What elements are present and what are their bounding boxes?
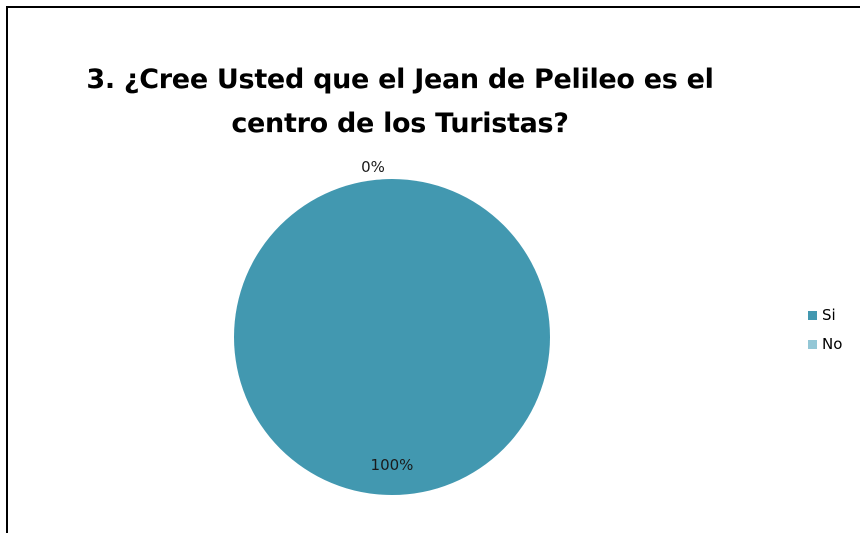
chart-title: 3. ¿Cree Usted que el Jean de Pelileo es… (40, 58, 760, 146)
legend-item-si: Si (808, 305, 842, 325)
chart-title-line-2: centro de los Turistas? (231, 108, 569, 139)
legend-swatch-si (808, 310, 817, 320)
pie-slice-si (234, 179, 550, 495)
legend-label-no: No (822, 335, 843, 353)
chart-legend: Si No (808, 305, 842, 363)
legend-label-si: Si (822, 306, 836, 324)
chart-title-line-1: 3. ¿Cree Usted que el Jean de Pelileo es… (86, 64, 714, 95)
data-label-no: 0% (361, 158, 385, 176)
data-label-si: 100% (371, 456, 414, 474)
legend-item-no: No (808, 334, 842, 354)
legend-swatch-no (808, 339, 817, 349)
